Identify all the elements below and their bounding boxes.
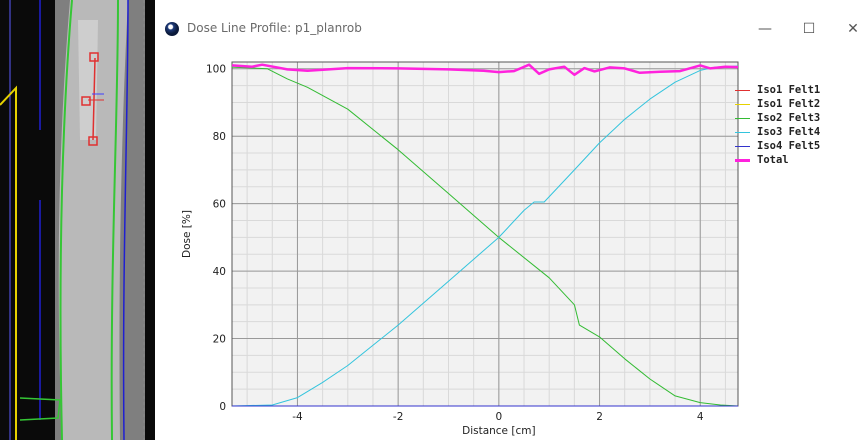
ct-contours-graphic: [0, 0, 155, 441]
y-tick-label: 80: [213, 131, 226, 143]
dose-profile-window: Dose Line Profile: p1_planrob — ☐ ✕ -4 -2…: [155, 0, 866, 440]
legend-label: Iso2 Felt3: [757, 112, 821, 124]
x-axis-label: Distance [cm]: [462, 425, 535, 437]
x-tick-label: 4: [697, 411, 704, 423]
series-line-iso2-felt3: [231, 66, 739, 407]
legend-swatch: [735, 104, 750, 105]
legend-label: Iso3 Felt4: [757, 126, 821, 138]
y-axis-label: Dose [%]: [181, 210, 193, 258]
legend-swatch: [735, 132, 750, 133]
series-line-iso3-felt4: [231, 65, 739, 407]
legend-label: Iso4 Felt5: [757, 140, 821, 152]
legend-item: Total: [735, 154, 866, 168]
minimize-icon: —: [758, 21, 772, 37]
legend-item: Iso3 Felt4: [735, 126, 866, 140]
y-tick-label: 100: [206, 64, 226, 76]
dose-line-chart[interactable]: -4 -2 0 2 4 0 20 40 60 80 100 Distance [cm] Dose …: [155, 0, 866, 440]
legend-item: Iso2 Felt3: [735, 112, 866, 126]
window-title: Dose Line Profile: p1_planrob: [187, 21, 362, 35]
series-layer: [231, 63, 739, 407]
y-tick-labels: 0 20 40 60 80 100: [206, 64, 226, 413]
ct-slice-image[interactable]: [0, 0, 155, 441]
series-line-total: [231, 63, 739, 77]
y-tick-label: 40: [213, 266, 226, 278]
legend-item: Iso1 Felt2: [735, 98, 866, 112]
x-tick-label: -2: [393, 411, 403, 423]
legend-swatch: [735, 90, 750, 91]
y-tick-label: 60: [213, 199, 226, 211]
y-tick-label: 20: [213, 334, 226, 346]
legend-item: Iso4 Felt5: [735, 140, 866, 154]
x-tick-label: 2: [596, 411, 603, 423]
x-tick-labels: -4 -2 0 2 4: [292, 411, 704, 423]
x-tick-label: 0: [496, 411, 503, 423]
legend-label: Total: [757, 154, 789, 166]
dose-profile-app-icon: [165, 22, 179, 36]
chart-legend: Iso1 Felt1 Iso1 Felt2 Iso2 Felt3 Iso3 Felt4…: [735, 84, 866, 168]
close-button[interactable]: ✕: [831, 14, 866, 44]
maximize-icon: ☐: [802, 21, 816, 37]
legend-swatch: [735, 146, 750, 147]
maximize-button[interactable]: ☐: [787, 14, 831, 44]
title-bar[interactable]: Dose Line Profile: p1_planrob — ☐ ✕: [155, 0, 866, 56]
legend-label: Iso1 Felt2: [757, 98, 821, 110]
minimize-button[interactable]: —: [743, 14, 787, 44]
legend-swatch: [735, 118, 750, 119]
plot-area[interactable]: [232, 62, 738, 406]
legend-label: Iso1 Felt1: [757, 84, 821, 96]
y-tick-label: 0: [219, 401, 226, 413]
legend-swatch: [735, 159, 750, 162]
close-icon: ✕: [847, 21, 859, 37]
x-tick-label: -4: [292, 411, 303, 423]
legend-item: Iso1 Felt1: [735, 84, 866, 98]
